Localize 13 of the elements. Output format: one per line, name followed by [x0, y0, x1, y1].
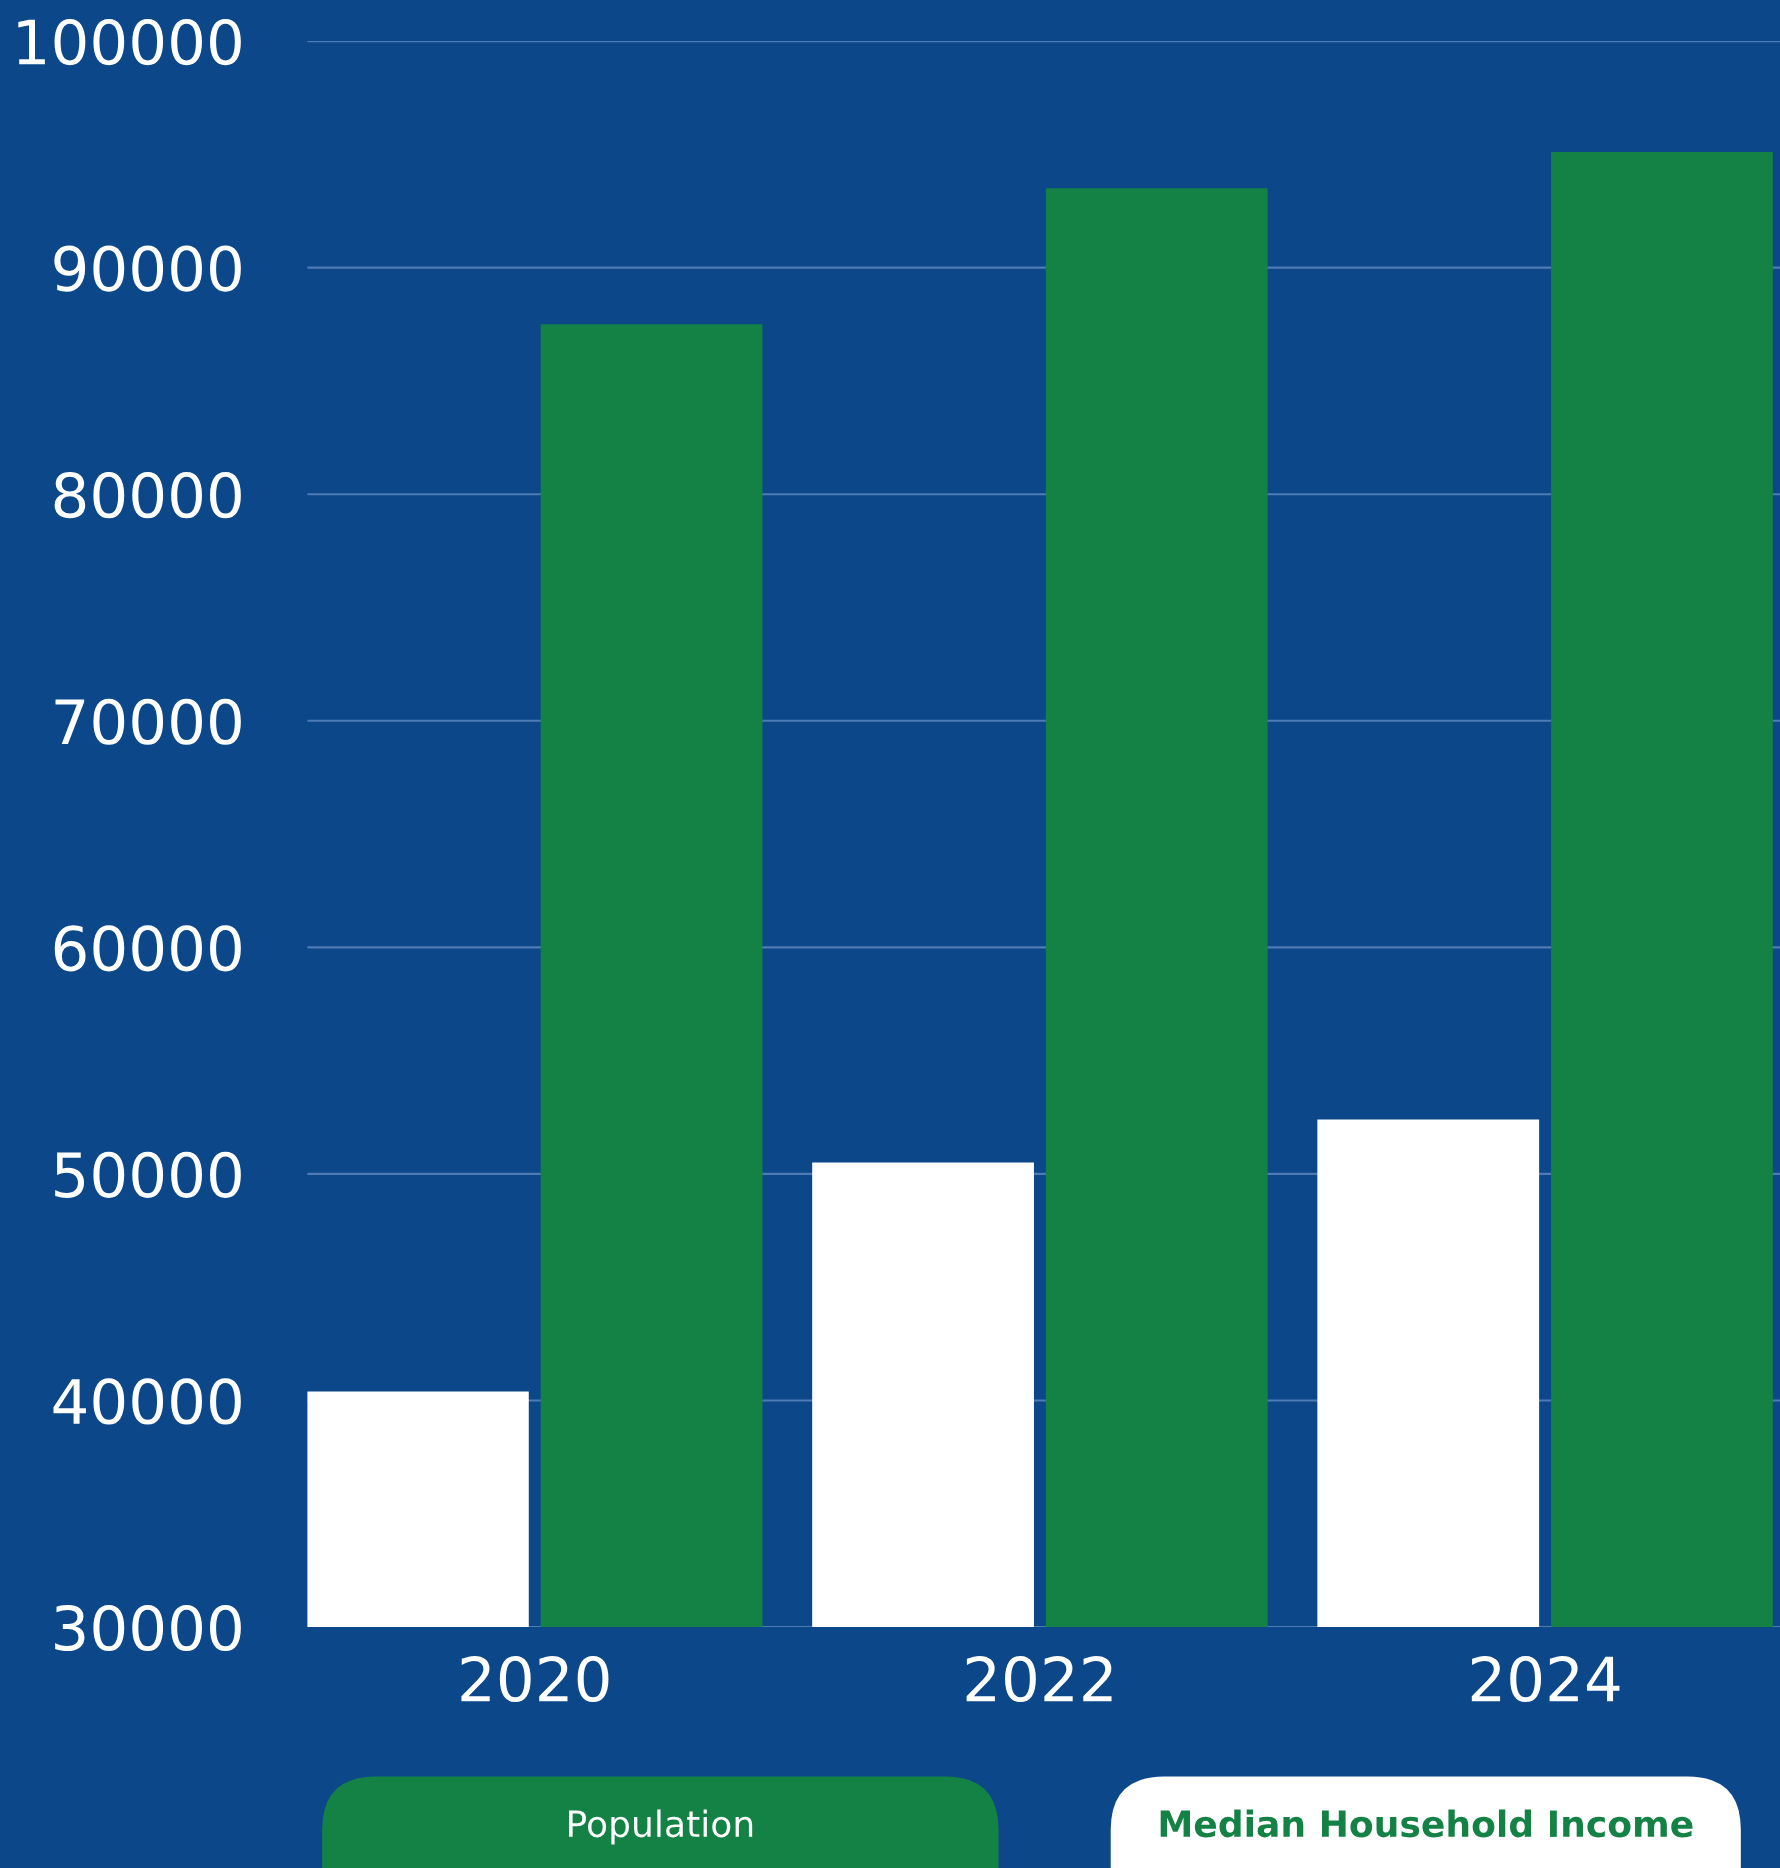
x-tick-label: 2020: [461, 1655, 609, 1703]
y-tick-label: 100000: [18, 18, 241, 66]
y-tick-label: 70000: [55, 698, 241, 745]
text: Median Household Income: [1160, 1809, 1693, 1838]
y-tick-label: 80000: [54, 472, 241, 519]
x-tick-label: 2024: [1471, 1655, 1620, 1703]
y-tick-label: 40000: [53, 1378, 241, 1425]
y-tick-label: 90000: [54, 245, 241, 292]
series-label: Population: [569, 1809, 753, 1845]
y-tick-label: 60000: [54, 925, 241, 972]
x-tick-label: 2022: [966, 1655, 1112, 1703]
y-tick-label: 30000: [55, 1604, 241, 1652]
y-tick-label: 50000: [55, 1151, 241, 1198]
